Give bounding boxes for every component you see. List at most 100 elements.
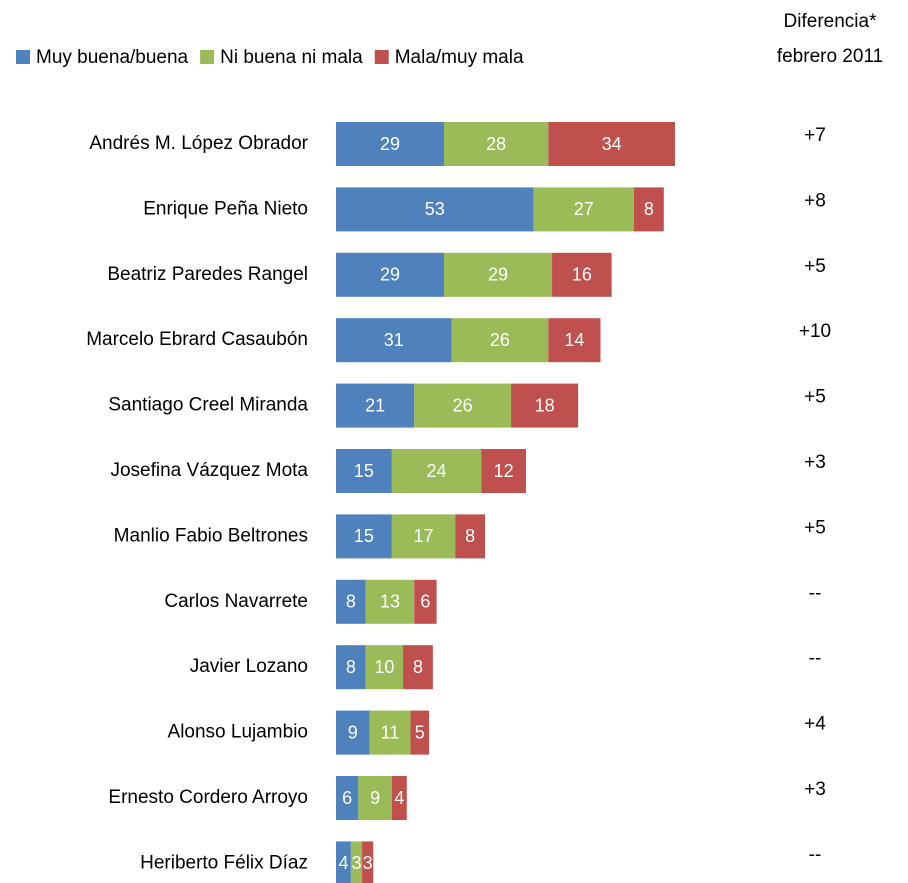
data-label: 29 — [380, 134, 400, 154]
data-label: 6 — [342, 788, 352, 808]
category-label: Enrique Peña Nieto — [143, 198, 308, 219]
difference-label: +5 — [804, 387, 826, 408]
data-label: 8 — [346, 657, 356, 677]
difference-label: +3 — [804, 779, 826, 800]
bar-segment — [533, 187, 634, 232]
bar-segment — [336, 449, 392, 493]
category-label: Javier Lozano — [190, 656, 308, 677]
category-label: Carlos Navarrete — [164, 591, 308, 612]
bar-segment — [548, 122, 675, 166]
bar-segment — [369, 710, 411, 755]
bar-segment — [365, 645, 404, 690]
bar-segment — [365, 579, 415, 624]
legend-swatch — [374, 50, 389, 64]
category-label: Alonso Lujambio — [168, 722, 308, 743]
category-label: Josefina Vázquez Mota — [110, 460, 308, 481]
bar-segment — [414, 383, 512, 428]
bar-segment — [336, 776, 359, 820]
data-label: 3 — [363, 853, 373, 873]
data-label: 53 — [425, 199, 445, 219]
bar-segment — [634, 187, 664, 232]
bar-segment — [336, 187, 534, 232]
bar-segment — [391, 449, 482, 493]
difference-label: +4 — [804, 714, 826, 735]
bar-segment — [414, 579, 437, 624]
difference-label: +8 — [804, 190, 826, 211]
data-label: 11 — [381, 722, 400, 742]
bar-segment — [391, 514, 456, 559]
bar-segment — [552, 252, 612, 297]
bar-segment — [336, 122, 445, 166]
difference-label: -- — [809, 648, 822, 669]
bar-segment — [444, 122, 549, 166]
bar-segment — [455, 514, 485, 559]
legend-label: Ni buena ni mala — [220, 47, 363, 68]
difference-label: -- — [809, 844, 822, 865]
data-label: 3 — [351, 853, 361, 873]
data-label: 10 — [374, 657, 394, 677]
difference-header: Diferencia* — [784, 11, 878, 32]
bar-segment — [548, 318, 601, 363]
data-label: 16 — [572, 265, 592, 285]
data-label: 15 — [354, 526, 374, 546]
data-label: 9 — [348, 722, 358, 742]
category-label: Marcelo Ebrard Casaubón — [86, 329, 308, 350]
legend-label: Muy buena/buena — [36, 47, 189, 68]
bar-segment — [410, 710, 430, 755]
bar-segment — [336, 383, 415, 428]
data-label: 13 — [380, 592, 400, 612]
difference-label: +5 — [804, 517, 826, 538]
data-label: 26 — [490, 330, 510, 350]
category-label: Beatriz Paredes Rangel — [107, 264, 308, 285]
bar-segment — [350, 841, 363, 883]
data-label: 4 — [394, 788, 404, 808]
data-label: 24 — [427, 461, 447, 481]
data-label: 29 — [380, 265, 400, 285]
category-label: Manlio Fabio Beltrones — [114, 525, 308, 546]
bar-segment — [444, 252, 553, 297]
difference-label: +5 — [804, 256, 826, 277]
data-label: 8 — [346, 592, 356, 612]
data-label: 14 — [564, 330, 584, 350]
data-label: 29 — [488, 265, 508, 285]
data-label: 12 — [494, 461, 514, 481]
legend-label: Mala/muy mala — [395, 47, 524, 68]
data-label: 8 — [644, 199, 654, 219]
bar-segment — [511, 383, 579, 428]
data-label: 15 — [354, 461, 374, 481]
data-label: 18 — [535, 395, 555, 415]
data-label: 31 — [384, 330, 404, 350]
category-label: Andrés M. López Obrador — [89, 133, 308, 154]
category-label: Santiago Creel Miranda — [108, 395, 308, 416]
data-label: 26 — [453, 395, 473, 415]
legend-swatch — [16, 50, 30, 64]
data-label: 9 — [370, 788, 380, 808]
bar-segment — [336, 318, 452, 363]
difference-label: +3 — [804, 452, 826, 473]
bar-segment — [451, 318, 549, 363]
bar-segment — [403, 645, 433, 690]
category-label: Heriberto Félix Díaz — [140, 852, 308, 873]
difference-header: febrero 2011 — [777, 46, 883, 67]
data-label: 28 — [486, 134, 506, 154]
data-label: 27 — [574, 199, 594, 219]
legend-swatch — [200, 50, 215, 64]
data-label: 5 — [415, 722, 425, 742]
bar-segment — [336, 252, 445, 297]
difference-label: -- — [809, 583, 822, 604]
data-label: 21 — [365, 395, 385, 415]
data-label: 8 — [465, 526, 475, 546]
data-label: 17 — [414, 526, 434, 546]
bar-segment — [336, 579, 366, 624]
bar-segment — [336, 645, 366, 690]
bar-segment — [336, 514, 392, 559]
bar-segment — [481, 449, 526, 493]
bar-segment — [336, 710, 370, 755]
data-label: 34 — [602, 134, 622, 154]
bar-segment — [362, 841, 374, 883]
bar-segment — [358, 776, 392, 820]
difference-label: +10 — [799, 321, 831, 342]
bar-segment — [391, 776, 407, 820]
data-label: 8 — [413, 657, 423, 677]
